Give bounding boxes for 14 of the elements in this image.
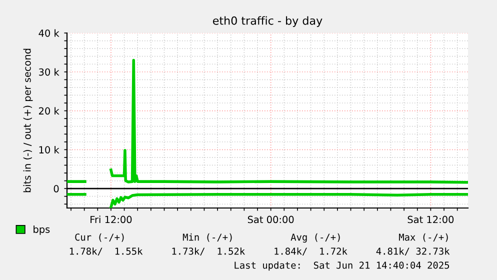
- x-tick-label: Sat 12:00: [408, 216, 454, 224]
- text: 1.78k/ 1.55k 1.73k/ 1.52k 1.84k/ 1.72k 4.81k/ 32.73k: [70, 247, 450, 256]
- y-tick-label: 10 k: [39, 146, 60, 154]
- y-axis-title: bits in (-) / out (+) per second: [23, 48, 33, 192]
- y-tick-label: 40 k: [38, 29, 60, 37]
- legend-label: bps: [34, 225, 50, 235]
- y-tick-label: 20 k: [38, 107, 60, 115]
- text: Last update: Sat Jun 21 14:40:04 2025: [234, 261, 450, 271]
- text: Cur (-/+) Min (-/+) Avg (-/+) Max (-/+): [75, 233, 448, 243]
- y-tick-label: 30 k: [39, 68, 60, 76]
- x-tick-label: Sat 00:00: [248, 216, 294, 224]
- x-tick-label: Fri 12:00: [90, 216, 132, 224]
- chart-title: eth0 traffic - by day: [212, 16, 322, 27]
- y-tick-label: 0: [54, 185, 59, 192]
